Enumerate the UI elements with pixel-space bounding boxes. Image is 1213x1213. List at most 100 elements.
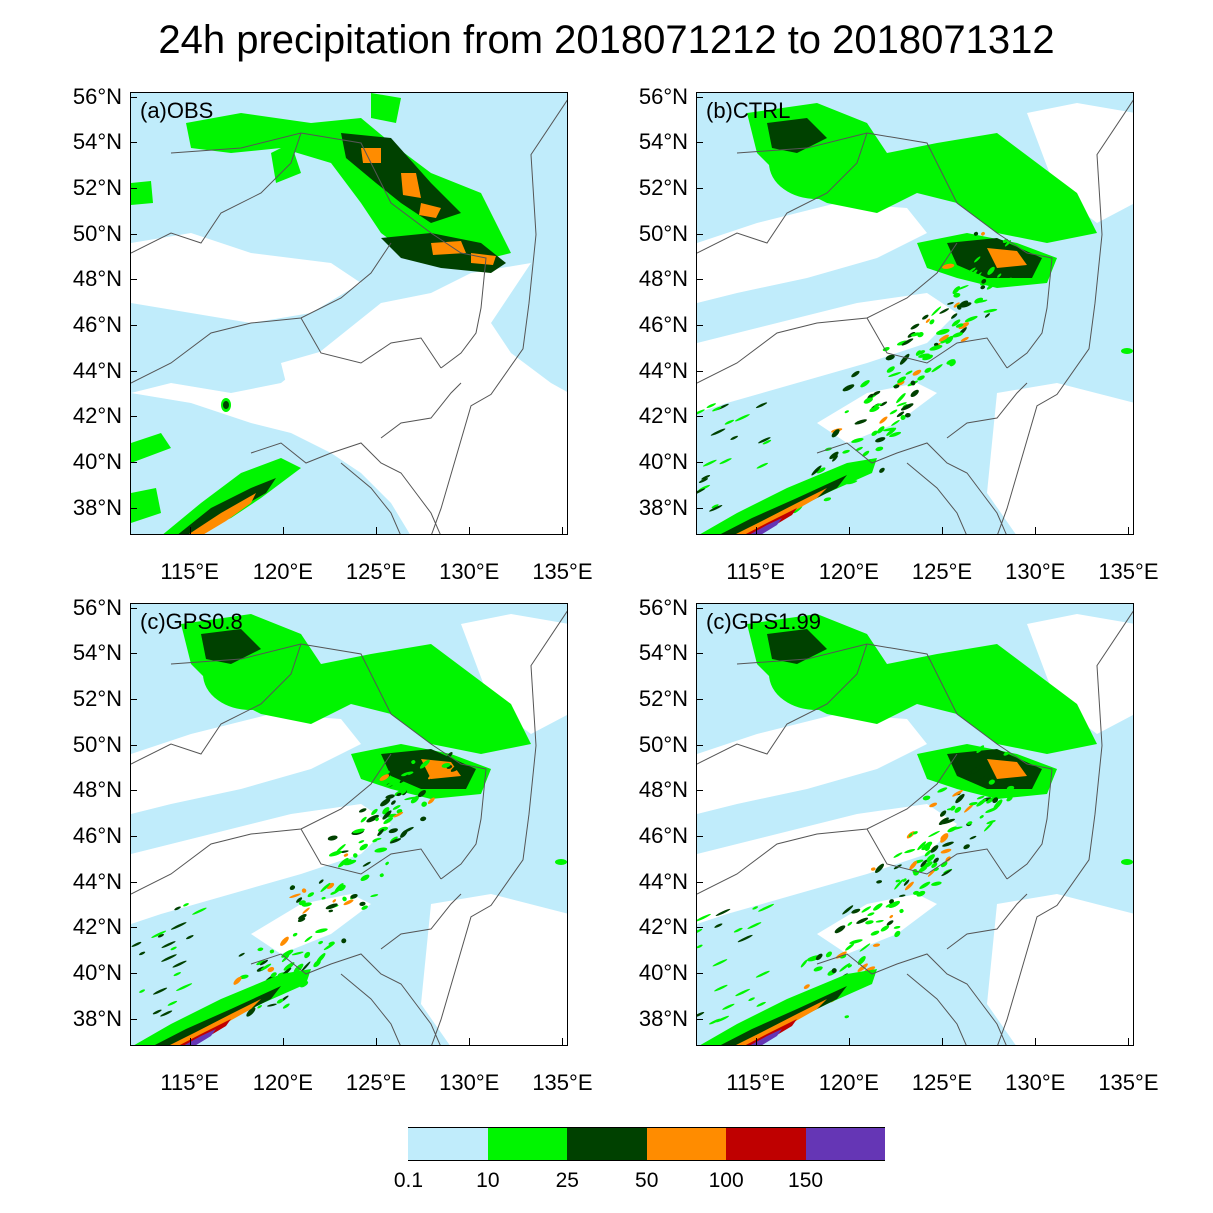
lat-tick [130, 96, 137, 98]
precip-streak [910, 323, 920, 330]
precip-streak [888, 900, 901, 908]
precip-streak [959, 300, 969, 307]
lat-tick-label: 46°N [72, 822, 122, 848]
precip-streak [931, 881, 942, 886]
national-border [170, 132, 487, 369]
precip-streak [971, 765, 982, 774]
lon-tick [942, 1038, 944, 1046]
precip-streak [450, 763, 463, 772]
precip-streak [706, 403, 716, 409]
lat-tick-label: 52°N [72, 685, 122, 711]
lon-tick-label: 120°E [818, 559, 879, 584]
coastline [997, 610, 1133, 1045]
precip-streak [872, 390, 881, 396]
precip-streak [160, 1010, 173, 1017]
coastline [906, 973, 967, 1045]
lon-tick-label: 115°E [160, 1070, 219, 1095]
lat-tick-label: 46°N [638, 311, 688, 337]
precip-streak [904, 412, 911, 418]
precip-streak [842, 905, 854, 915]
precip-streak [260, 963, 272, 971]
lat-tick-label: 42°N [638, 914, 688, 940]
lat-tick-label: 40°N [72, 959, 122, 985]
precip-green [131, 181, 153, 205]
precip-streak [152, 1009, 162, 1015]
precip-streak [430, 791, 442, 796]
provincial-border [697, 643, 868, 765]
precip-streak [930, 845, 939, 853]
precip-none [131, 804, 391, 924]
precip-streak [993, 799, 1003, 810]
precip-streak [139, 989, 145, 993]
precip-streak [301, 888, 307, 893]
lat-tick [130, 881, 137, 883]
lon-tick [755, 1038, 757, 1046]
precip-streak [998, 245, 1005, 249]
precip-streak [831, 429, 840, 438]
colorbar [329, 1127, 886, 1161]
national-border [946, 893, 1028, 950]
precip-streak [157, 933, 165, 938]
precip-streak [910, 332, 921, 337]
lat-tick [130, 461, 137, 463]
precip-streak [886, 366, 895, 373]
precip-streak [709, 1018, 721, 1025]
lon-tick [282, 527, 284, 535]
precip-streak [952, 332, 964, 338]
precip-purple [750, 518, 782, 534]
precip-streak [342, 859, 352, 864]
precip-streak [979, 256, 987, 262]
precip-streak [896, 402, 907, 407]
precip-streak [735, 988, 751, 997]
precip-streak [358, 840, 365, 844]
precip-streak [922, 795, 931, 801]
lat-tick-label: 44°N [638, 357, 688, 383]
precip-streak [889, 409, 898, 415]
precip-streak [936, 328, 950, 335]
precip-streak [879, 401, 888, 407]
lon-tick [755, 527, 757, 535]
lon-tick-label: 120°E [252, 559, 313, 584]
precip-streak [969, 835, 977, 840]
precip-streak [888, 372, 902, 378]
precip-streak [388, 828, 398, 834]
lat-tick [696, 927, 703, 929]
precip-streak [955, 793, 965, 804]
precip-none [987, 383, 1133, 534]
precip-streak [730, 435, 738, 440]
precip-streak [712, 959, 728, 967]
precip-streak [446, 740, 452, 745]
precip-darkgreen [201, 629, 261, 664]
lat-tick-label: 48°N [72, 777, 122, 803]
precip-streak [899, 909, 904, 914]
precip-streak [986, 281, 997, 290]
precip-streak [389, 838, 402, 844]
precip-streak [919, 881, 931, 889]
provincial-border [131, 132, 302, 254]
precip-streak [863, 397, 873, 404]
precip-streak [917, 375, 925, 381]
precip-streak [427, 797, 435, 805]
coastline [250, 953, 441, 1045]
lon-tick-label: 135°E [1098, 559, 1159, 584]
lon-tick [1128, 527, 1130, 535]
precip-streak [898, 894, 906, 897]
precip-streak [701, 475, 711, 480]
lat-tick-label: 50°N [72, 731, 122, 757]
map-gps08 [130, 603, 568, 1046]
lat-tick [130, 370, 137, 372]
precip-streak [748, 997, 755, 1002]
lat-tick-label: 42°N [638, 403, 688, 429]
lat-tick [130, 972, 137, 974]
lat-tick-label: 38°N [72, 494, 122, 520]
precip-streak [419, 759, 430, 769]
precip-streak [304, 951, 311, 959]
precip-streak [931, 862, 938, 868]
lon-tick-label: 130°E [439, 1070, 500, 1095]
precip-streak [358, 808, 367, 813]
lat-tick-label: 50°N [638, 220, 688, 246]
lon-tick [469, 527, 471, 535]
lat-tick-label: 52°N [638, 174, 688, 200]
precip-streak [800, 959, 808, 968]
provincial-border [131, 242, 392, 384]
